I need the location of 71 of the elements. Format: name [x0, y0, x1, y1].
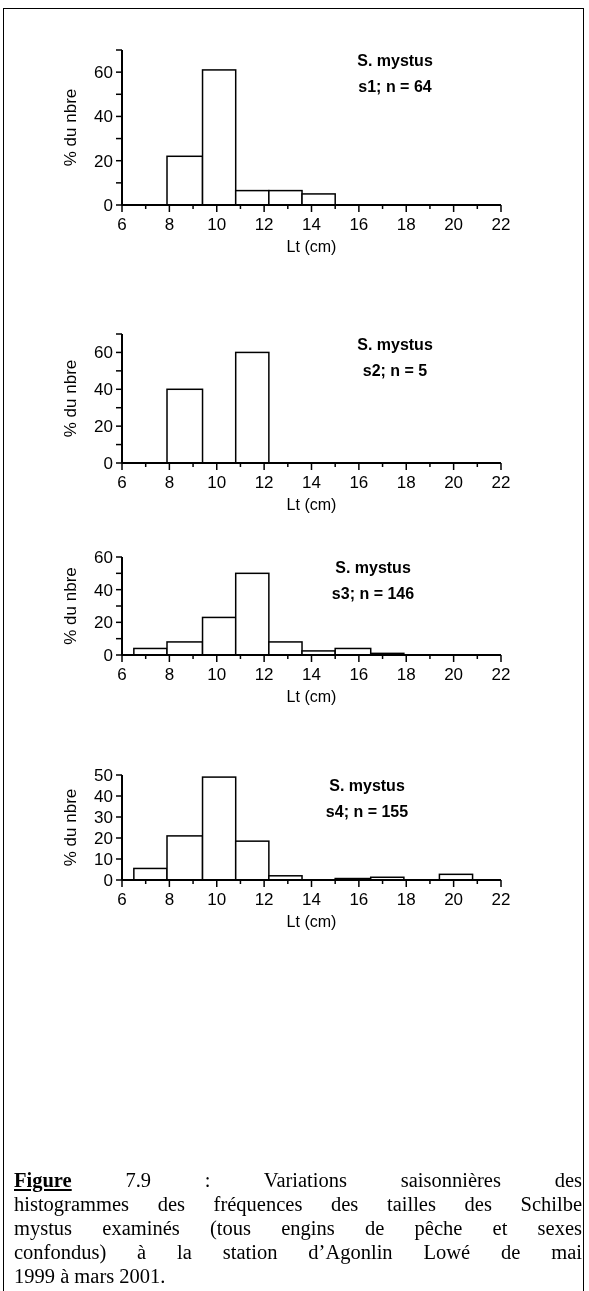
- chart-title: S. mystus: [329, 777, 405, 794]
- x-axis-title: Lt (cm): [286, 238, 337, 255]
- x-tick-label: 10: [207, 665, 227, 684]
- y-axis-title: % du nbre: [61, 359, 80, 438]
- y-tick-label: 0: [103, 870, 113, 890]
- x-tick-label: 10: [207, 215, 227, 234]
- x-tick-label: 6: [117, 473, 127, 492]
- text: s2; n = 5: [362, 362, 428, 379]
- chart-title: S. mystus: [357, 52, 433, 69]
- y-tick-label: 10: [94, 849, 113, 869]
- y-tick-label: 40: [94, 786, 113, 806]
- y-tick-label: 40: [94, 580, 113, 600]
- y-tick-label: 20: [94, 417, 113, 437]
- x-axis-title: Lt (cm): [286, 913, 337, 930]
- x-tick-label: 6: [117, 665, 127, 684]
- x-tick-label: 20: [444, 890, 464, 909]
- x-tick-label: 18: [396, 473, 416, 492]
- y-axis-title: % du nbre: [61, 567, 80, 645]
- y-tick-label: 20: [94, 151, 113, 171]
- y-tick-label: 20: [94, 828, 113, 848]
- x-tick-label: 18: [396, 890, 416, 909]
- x-tick-label: 10: [207, 890, 227, 909]
- y-tick-label: 60: [94, 547, 113, 567]
- x-tick-label: 20: [444, 215, 464, 234]
- y-tick-label: 30: [94, 807, 113, 827]
- y-tick-label: 60: [94, 63, 113, 83]
- text: Figure 7.9 : Variations saisonnières des histogrammes des fréquences des tailles des Schilbe mystus examinés (tous engins de pêche et sexes confondus) à la station d’Agonlin Lowé de mai 1999 à mars 2001.: [14, 1169, 582, 1287]
- text: s4; n = 155: [325, 803, 409, 820]
- y-axis-title: % du nbre: [61, 788, 80, 867]
- x-tick-label: 16: [349, 215, 369, 234]
- y-tick-label: 60: [94, 343, 113, 363]
- x-tick-label: 22: [491, 473, 511, 492]
- text: s3; n = 146: [331, 585, 415, 602]
- x-tick-label: 18: [396, 665, 416, 684]
- y-tick-label: 20: [94, 613, 113, 633]
- x-tick-label: 8: [164, 665, 175, 684]
- x-tick-label: 22: [491, 215, 511, 234]
- x-tick-label: 6: [117, 215, 127, 234]
- x-tick-label: 22: [491, 665, 511, 684]
- x-tick-label: 14: [302, 473, 321, 492]
- x-axis-title: Lt (cm): [286, 496, 337, 513]
- y-tick-label: 0: [103, 195, 113, 215]
- x-tick-label: 8: [164, 890, 175, 909]
- y-tick-label: 40: [94, 107, 113, 127]
- x-tick-label: 12: [254, 473, 274, 492]
- x-tick-label: 8: [164, 473, 175, 492]
- x-tick-label: 14: [302, 215, 321, 234]
- x-tick-label: 10: [207, 473, 227, 492]
- x-tick-label: 12: [254, 215, 274, 234]
- x-tick-label: 12: [254, 890, 274, 909]
- x-tick-label: 16: [349, 665, 369, 684]
- chart-title: S. mystus: [335, 559, 411, 576]
- x-tick-label: 18: [396, 215, 416, 234]
- x-tick-label: 16: [349, 890, 369, 909]
- x-tick-label: 8: [164, 215, 175, 234]
- x-tick-label: 12: [254, 665, 274, 684]
- x-tick-label: 14: [302, 665, 321, 684]
- x-tick-label: 14: [302, 890, 321, 909]
- y-tick-label: 50: [94, 765, 113, 785]
- x-tick-label: 20: [444, 665, 464, 684]
- x-tick-label: 16: [349, 473, 369, 492]
- y-tick-label: 0: [103, 453, 113, 473]
- x-tick-label: 22: [491, 890, 511, 909]
- x-tick-label: 20: [444, 473, 464, 492]
- x-tick-label: 6: [117, 890, 127, 909]
- y-tick-label: 40: [94, 380, 113, 400]
- y-tick-label: 0: [103, 645, 113, 665]
- x-axis-title: Lt (cm): [286, 688, 337, 705]
- y-axis-title: % du nbre: [61, 88, 80, 167]
- text: s1; n = 64: [358, 78, 432, 95]
- chart-title: S. mystus: [357, 336, 433, 353]
